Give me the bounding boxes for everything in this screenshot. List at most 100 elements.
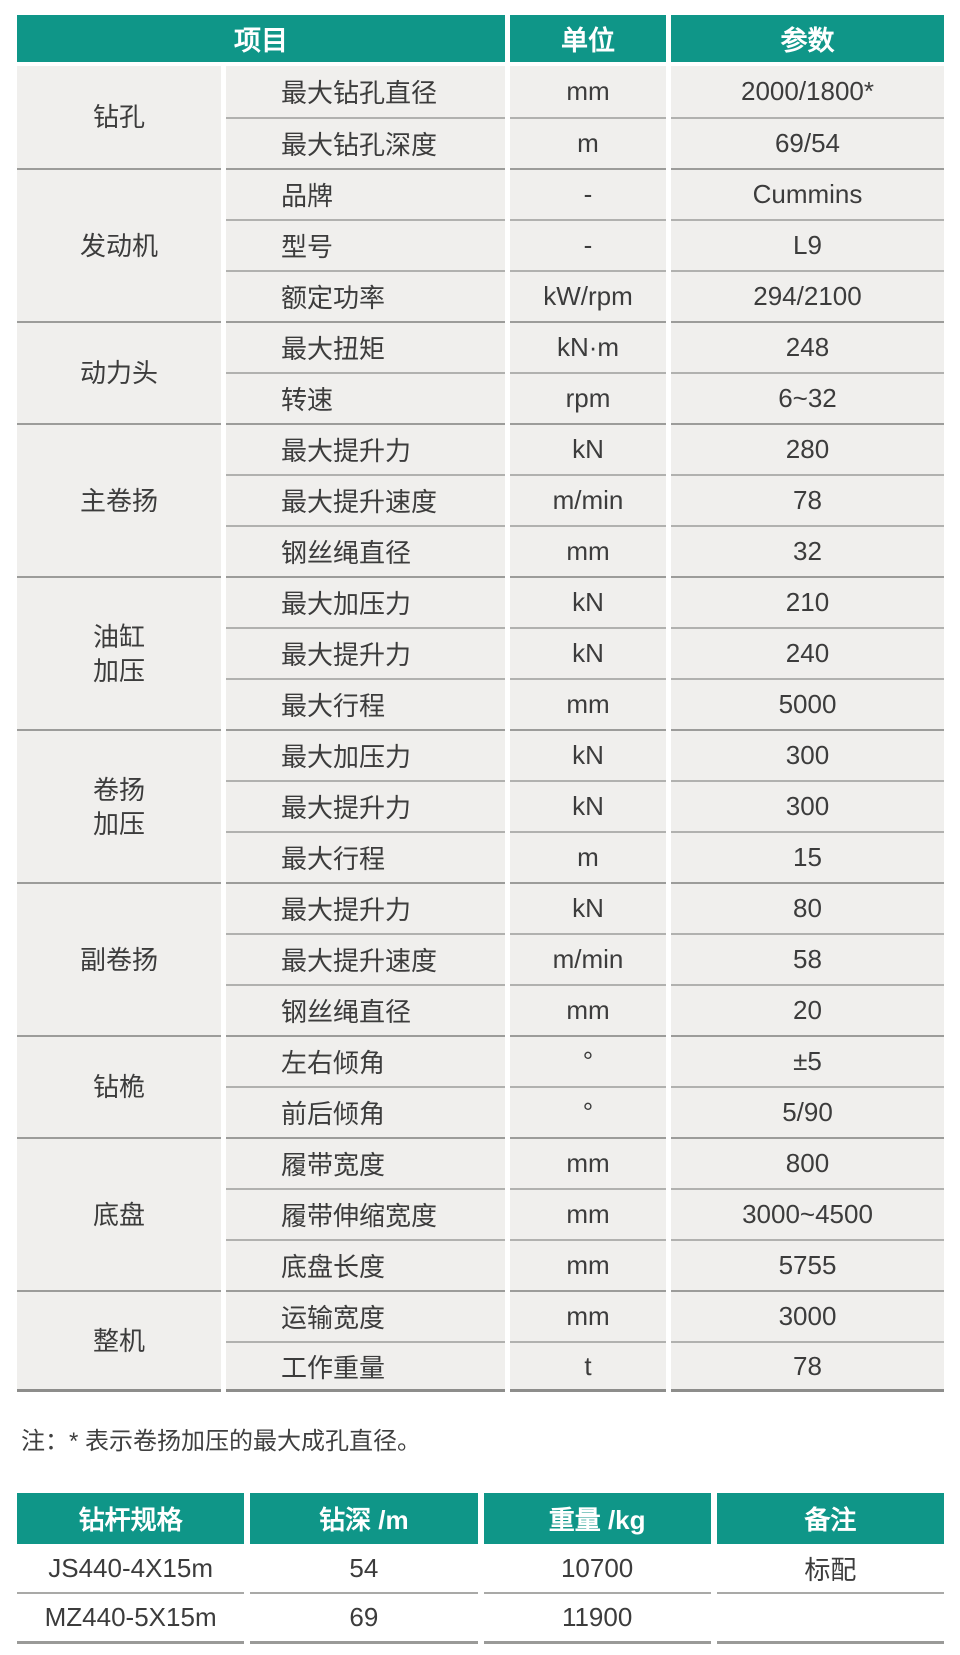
spec-row-label: 钢丝绳直径 bbox=[226, 984, 505, 1035]
spec-row-unit: kW/rpm bbox=[510, 270, 666, 321]
spec-row-label: 左右倾角 bbox=[226, 1035, 505, 1086]
spec-row-value: 6~32 bbox=[671, 372, 944, 423]
spec-row-value: 5000 bbox=[671, 678, 944, 729]
spec-row-label: 最大加压力 bbox=[226, 576, 505, 627]
spec-row-value: 240 bbox=[671, 627, 944, 678]
spec-row-unit: - bbox=[510, 168, 666, 219]
spec-row-value: 800 bbox=[671, 1137, 944, 1188]
spec-row-value: 78 bbox=[671, 474, 944, 525]
spec-row-value: 78 bbox=[671, 1341, 944, 1392]
spec-row-label: 最大提升力 bbox=[226, 423, 505, 474]
spec-row-unit: kN bbox=[510, 729, 666, 780]
spec-row-unit: m bbox=[510, 117, 666, 168]
spec-row-unit: mm bbox=[510, 678, 666, 729]
pipe-header-depth: 钻深 /m bbox=[250, 1493, 478, 1544]
spec-row-label: 最大行程 bbox=[226, 831, 505, 882]
spec-row-label: 最大扭矩 bbox=[226, 321, 505, 372]
spec-row-unit: kN bbox=[510, 780, 666, 831]
spec-row-unit: kN·m bbox=[510, 321, 666, 372]
spec-header-item: 项目 bbox=[17, 15, 505, 66]
spec-row-value: 2000/1800* bbox=[671, 66, 944, 117]
spec-row-unit: kN bbox=[510, 627, 666, 678]
spec-row-value: 3000~4500 bbox=[671, 1188, 944, 1239]
spec-row-value: 210 bbox=[671, 576, 944, 627]
spec-group-label: 整机 bbox=[17, 1290, 221, 1392]
spec-row-value: L9 bbox=[671, 219, 944, 270]
spec-row-value: 5755 bbox=[671, 1239, 944, 1290]
spec-row-label: 最大提升速度 bbox=[226, 933, 505, 984]
spec-row-value: 280 bbox=[671, 423, 944, 474]
spec-row-unit: mm bbox=[510, 1137, 666, 1188]
spec-row-unit: - bbox=[510, 219, 666, 270]
spec-row-unit: m bbox=[510, 831, 666, 882]
spec-row-value: Cummins bbox=[671, 168, 944, 219]
spec-row-value: 32 bbox=[671, 525, 944, 576]
pipe-cell-weight: 11900 bbox=[483, 1594, 711, 1644]
spec-group-label: 油缸 加压 bbox=[17, 576, 221, 729]
spec-group-label: 副卷扬 bbox=[17, 882, 221, 1035]
spec-row-label: 工作重量 bbox=[226, 1341, 505, 1392]
pipe-cell-remark: 标配 bbox=[716, 1544, 944, 1594]
spec-row-label: 额定功率 bbox=[226, 270, 505, 321]
spec-row-unit: ° bbox=[510, 1086, 666, 1137]
spec-row-label: 最大加压力 bbox=[226, 729, 505, 780]
spec-group-label: 主卷扬 bbox=[17, 423, 221, 576]
spec-row-label: 最大提升速度 bbox=[226, 474, 505, 525]
spec-row-unit: m/min bbox=[510, 474, 666, 525]
spec-row-label: 钢丝绳直径 bbox=[226, 525, 505, 576]
pipe-cell-weight: 10700 bbox=[483, 1544, 711, 1594]
spec-row-unit: kN bbox=[510, 882, 666, 933]
spec-row-value: 20 bbox=[671, 984, 944, 1035]
spec-header-unit: 单位 bbox=[510, 15, 666, 66]
spec-row-value: 58 bbox=[671, 933, 944, 984]
pipe-header-weight: 重量 /kg bbox=[483, 1493, 711, 1544]
spec-row-label: 最大提升力 bbox=[226, 882, 505, 933]
spec-row-unit: mm bbox=[510, 66, 666, 117]
spec-group-label: 动力头 bbox=[17, 321, 221, 423]
spec-row-label: 最大钻孔直径 bbox=[226, 66, 505, 117]
spec-row-value: 248 bbox=[671, 321, 944, 372]
spec-row-unit: m/min bbox=[510, 933, 666, 984]
spec-row-unit: kN bbox=[510, 576, 666, 627]
spec-row-unit: kN bbox=[510, 423, 666, 474]
spec-group-label: 底盘 bbox=[17, 1137, 221, 1290]
spec-row-unit: rpm bbox=[510, 372, 666, 423]
spec-row-label: 品牌 bbox=[226, 168, 505, 219]
spec-row-label: 履带伸缩宽度 bbox=[226, 1188, 505, 1239]
spec-row-unit: mm bbox=[510, 1188, 666, 1239]
spec-group-label: 钻孔 bbox=[17, 66, 221, 168]
spec-row-value: 69/54 bbox=[671, 117, 944, 168]
pipe-cell-spec: MZ440-5X15m bbox=[17, 1594, 245, 1644]
spec-row-label: 最大行程 bbox=[226, 678, 505, 729]
pipe-header-remark: 备注 bbox=[716, 1493, 944, 1544]
pipe-cell-spec: JS440-4X15m bbox=[17, 1544, 245, 1594]
spec-header-value: 参数 bbox=[671, 15, 944, 66]
spec-row-label: 底盘长度 bbox=[226, 1239, 505, 1290]
spec-row-label: 转速 bbox=[226, 372, 505, 423]
pipe-header-spec: 钻杆规格 bbox=[17, 1493, 245, 1544]
spec-row-value: 300 bbox=[671, 729, 944, 780]
spec-row-unit: t bbox=[510, 1341, 666, 1392]
spec-table: 项目 单位 参数 钻孔 最大钻孔直径 mm 2000/1800* 最大钻孔深度 … bbox=[17, 15, 944, 1392]
spec-row-value: ±5 bbox=[671, 1035, 944, 1086]
pipe-cell-depth: 69 bbox=[250, 1594, 478, 1644]
spec-row-label: 最大提升力 bbox=[226, 780, 505, 831]
spec-group-label: 钻桅 bbox=[17, 1035, 221, 1137]
spec-row-unit: ° bbox=[510, 1035, 666, 1086]
spec-row-label: 前后倾角 bbox=[226, 1086, 505, 1137]
spec-row-value: 15 bbox=[671, 831, 944, 882]
pipe-cell-depth: 54 bbox=[250, 1544, 478, 1594]
spec-row-value: 5/90 bbox=[671, 1086, 944, 1137]
spec-row-value: 80 bbox=[671, 882, 944, 933]
drill-pipe-table: 钻杆规格 钻深 /m 重量 /kg 备注 JS440-4X15m 54 1070… bbox=[17, 1493, 944, 1644]
pipe-cell-remark bbox=[716, 1594, 944, 1644]
spec-group-label: 卷扬 加压 bbox=[17, 729, 221, 882]
spec-row-label: 运输宽度 bbox=[226, 1290, 505, 1341]
footnote: 注：* 表示卷扬加压的最大成孔直径。 bbox=[21, 1428, 422, 1455]
spec-row-label: 履带宽度 bbox=[226, 1137, 505, 1188]
spec-row-unit: mm bbox=[510, 1239, 666, 1290]
spec-row-label: 最大提升力 bbox=[226, 627, 505, 678]
spec-group-label: 发动机 bbox=[17, 168, 221, 321]
spec-row-unit: mm bbox=[510, 525, 666, 576]
